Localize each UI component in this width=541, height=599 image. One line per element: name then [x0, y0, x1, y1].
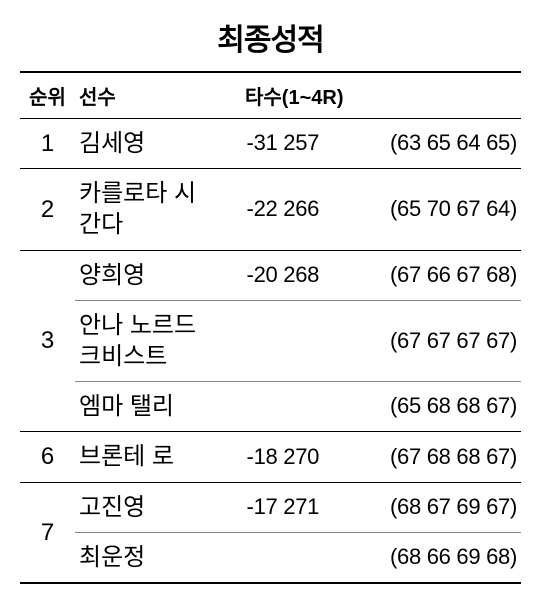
table-row: 6브론테 로-18 270(67 68 68 67): [20, 432, 521, 482]
standings-table: 순위 선수 타수(1~4R) 1김세영-31 257(63 65 64 65)2…: [20, 71, 521, 584]
table-row: 2카를로타 시간다-22 266(65 70 67 64): [20, 169, 521, 250]
score-cell: [205, 532, 323, 583]
table-row: 엠마 탤리 (65 68 68 67): [20, 382, 521, 432]
table-row: 최운정 (68 66 69 68): [20, 532, 521, 583]
player-cell: 안나 노르드 크비스트: [75, 300, 205, 381]
rank-cell: 6: [20, 432, 75, 482]
score-cell: -31 257: [205, 119, 323, 169]
header-rank: 순위: [20, 72, 75, 119]
table-row: 안나 노르드 크비스트 (67 67 67 67): [20, 300, 521, 381]
player-cell: 브론테 로: [75, 432, 205, 482]
rounds-cell: (67 66 67 68): [323, 250, 521, 300]
rounds-cell: (65 68 68 67): [323, 382, 521, 432]
player-cell: 양희영: [75, 250, 205, 300]
rounds-cell: (65 70 67 64): [323, 169, 521, 250]
rank-cell: 3: [20, 250, 75, 432]
page-title: 최종성적: [20, 15, 521, 59]
player-cell: 김세영: [75, 119, 205, 169]
player-cell: 고진영: [75, 482, 205, 532]
table-row: 3양희영-20 268(67 66 67 68): [20, 250, 521, 300]
rounds-cell: (68 67 69 67): [323, 482, 521, 532]
header-score: 타수(1~4R): [205, 72, 521, 119]
player-cell: 카를로타 시간다: [75, 169, 205, 250]
score-cell: -18 270: [205, 432, 323, 482]
score-cell: -22 266: [205, 169, 323, 250]
header-row: 순위 선수 타수(1~4R): [20, 72, 521, 119]
score-cell: -17 271: [205, 482, 323, 532]
player-cell: 엠마 탤리: [75, 382, 205, 432]
table-row: 1김세영-31 257(63 65 64 65): [20, 119, 521, 169]
rounds-cell: (68 66 69 68): [323, 532, 521, 583]
rank-cell: 7: [20, 482, 75, 583]
rank-cell: 1: [20, 119, 75, 169]
rounds-cell: (67 67 67 67): [323, 300, 521, 381]
rank-cell: 2: [20, 169, 75, 250]
table-row: 7고진영-17 271(68 67 69 67): [20, 482, 521, 532]
rounds-cell: (67 68 68 67): [323, 432, 521, 482]
score-cell: [205, 382, 323, 432]
player-cell: 최운정: [75, 532, 205, 583]
score-cell: -20 268: [205, 250, 323, 300]
rounds-cell: (63 65 64 65): [323, 119, 521, 169]
score-cell: [205, 300, 323, 381]
header-player: 선수: [75, 72, 205, 119]
